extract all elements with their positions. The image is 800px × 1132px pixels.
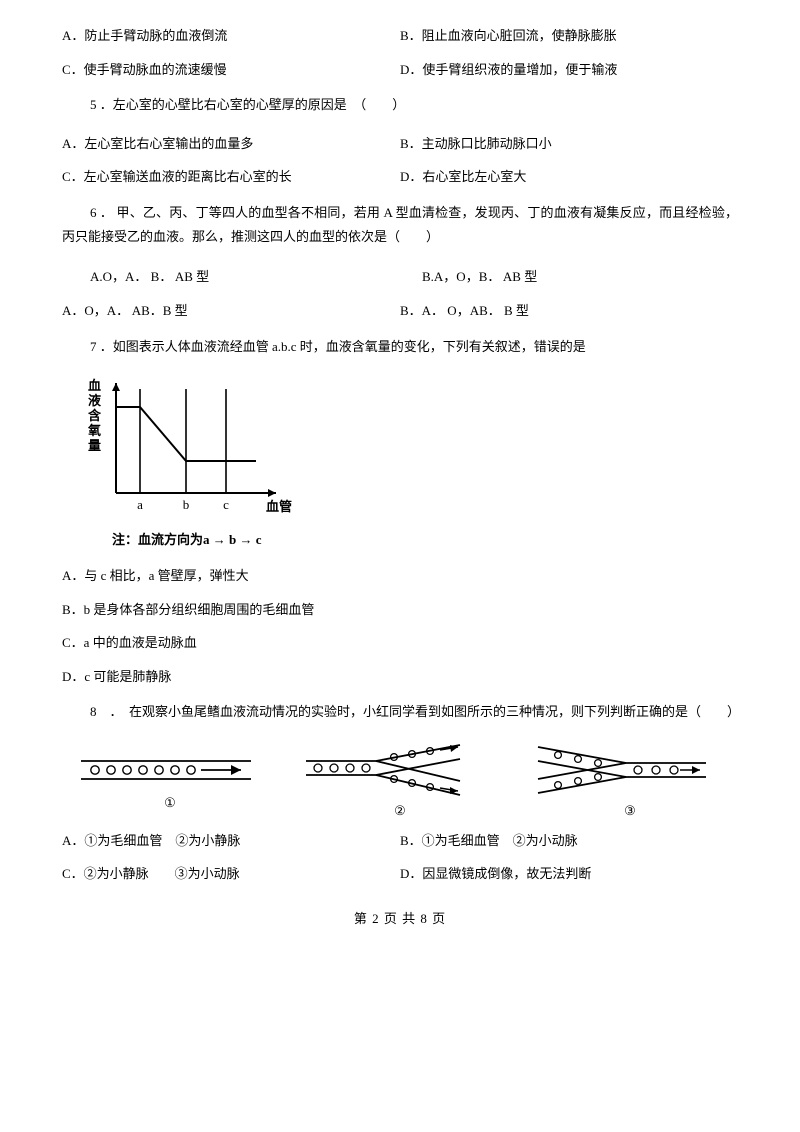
q5-opts-row2: C．左心室输送血液的距离比右心室的长 D．右心室比左心室大: [62, 167, 738, 187]
q8-diagram: ①: [70, 741, 730, 819]
q7-stem: 7 ．如图表示人体血液流经血管 a.b.c 时，血液含氧量的变化，下列有关叙述，…: [62, 335, 738, 360]
q8-opts-row2: C．②为小静脉 ③为小动脉 D．因显微镜成倒像，故无法判断: [62, 864, 738, 884]
q5-stem: 5 ．左心室的心壁比右心室的心壁厚的原因是 （ ）: [62, 93, 738, 118]
q6-opt-c: A．O，A． AB．B 型: [62, 301, 400, 321]
q7-chart-svg: a b c: [86, 375, 296, 535]
q7-opt-c: C．a 中的血液是动脉血: [62, 633, 738, 653]
q5-opt-a: A．左心室比右心室输出的血量多: [62, 134, 400, 154]
prev-opt-a: A．防止手臂动脉的血液倒流: [62, 26, 400, 46]
prev-options-row2: C．使手臂动脉血的流速缓慢 D．使手臂组织液的量增加，便于输液: [62, 60, 738, 80]
q7-opt-a: A．与 c 相比，a 管壁厚，弹性大: [62, 566, 738, 586]
q8-label-3: ③: [530, 803, 730, 819]
q8-stem: 8 ． 在观察小鱼尾鳍血液流动情况的实验时，小红同学看到如图所示的三种情况，则下…: [62, 700, 738, 725]
q6-stem: 6 ． 甲、乙、丙、丁等四人的血型各不相同，若用 A 型血清检查，发现丙、丁的血…: [62, 201, 738, 250]
page-footer: 第 2 页 共 8 页: [62, 908, 738, 927]
q8-opt-c: C．②为小静脉 ③为小动脉: [62, 864, 400, 884]
q8-opt-a: A．①为毛细血管 ②为小静脉: [62, 831, 400, 851]
prev-options-row1: A．防止手臂动脉的血液倒流 B．阻止血液向心脏回流，使静脉膨胀: [62, 26, 738, 46]
q7-opt-d: D．c 可能是肺静脉: [62, 667, 738, 687]
q7-tick-b: b: [183, 497, 190, 512]
q6-opts-row2: A．O，A． AB．B 型 B．A． O，AB． B 型: [62, 301, 738, 321]
q7-tick-c: c: [223, 497, 229, 512]
q7-chart: 血 液 含 氧 量 血管 a b: [86, 375, 738, 548]
q7-tick-a: a: [137, 497, 143, 512]
prev-opt-d: D．使手臂组织液的量增加，便于输液: [400, 60, 738, 80]
q8-vessel-3: ③: [530, 741, 730, 819]
q5-opt-b: B．主动脉口比肺动脉口小: [400, 134, 738, 154]
q8-opts-row1: A．①为毛细血管 ②为小静脉 B．①为毛细血管 ②为小动脉: [62, 831, 738, 851]
q6-opt-d: B．A． O，AB． B 型: [400, 301, 738, 321]
q7-opt-b: B．b 是身体各部分组织细胞周围的毛细血管: [62, 600, 738, 620]
q8-vessel-2: ②: [300, 741, 500, 819]
q8-label-1: ①: [70, 795, 270, 811]
q8-label-2: ②: [300, 803, 500, 819]
q6-opts-row1: A.O，A． B． AB 型 B.A，O，B． AB 型: [62, 266, 738, 285]
q6-opt-a: A.O，A． B． AB 型: [62, 266, 422, 285]
q5-opt-c: C．左心室输送血液的距离比右心室的长: [62, 167, 400, 187]
prev-opt-b: B．阻止血液向心脏回流，使静脉膨胀: [400, 26, 738, 46]
q8-opt-d: D．因显微镜成倒像，故无法判断: [400, 864, 738, 884]
q8-opt-b: B．①为毛细血管 ②为小动脉: [400, 831, 738, 851]
q8-vessel-1: ①: [70, 749, 270, 811]
prev-opt-c: C．使手臂动脉血的流速缓慢: [62, 60, 400, 80]
q5-opt-d: D．右心室比左心室大: [400, 167, 738, 187]
q6-opt-b: B.A，O，B． AB 型: [422, 266, 738, 285]
q5-opts-row1: A．左心室比右心室输出的血量多 B．主动脉口比肺动脉口小: [62, 134, 738, 154]
